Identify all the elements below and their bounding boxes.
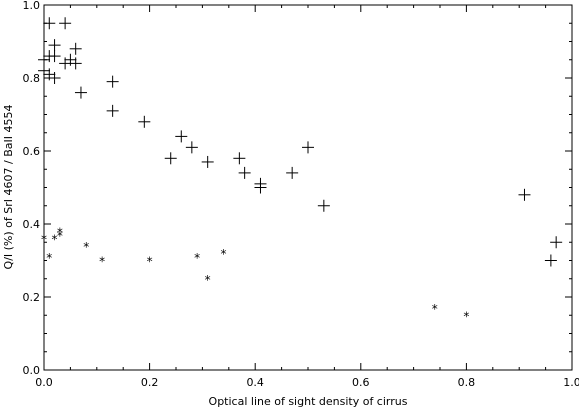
plus-marker-point <box>317 199 330 212</box>
plus-marker-point <box>48 39 61 52</box>
x-tick-label: 0.8 <box>458 376 476 389</box>
asterisk-marker-point: * <box>432 302 438 316</box>
plus-marker-point <box>238 166 251 179</box>
y-axis-label: Q/I (%) of SrI 4607 / BaII 4554 <box>2 105 15 270</box>
asterisk-marker-point: * <box>52 233 58 247</box>
asterisk-marker-point: * <box>57 229 63 243</box>
plus-marker-point <box>138 115 151 128</box>
x-tick-label: 1.0 <box>563 376 579 389</box>
plus-marker-point <box>164 152 177 165</box>
plus-marker-point <box>38 53 50 66</box>
x-tick-label: 0.4 <box>246 376 264 389</box>
x-tick-label: 0.6 <box>352 376 370 389</box>
asterisk-marker-point: * <box>41 233 47 247</box>
asterisk-marker-point: * <box>463 309 469 323</box>
y-tick-label: 0.6 <box>23 145 41 158</box>
plus-marker-point <box>48 72 61 84</box>
plus-marker-point <box>286 166 299 179</box>
plus-marker-point <box>64 53 77 66</box>
plus-marker-point <box>185 141 198 154</box>
plus-marker-point <box>59 57 72 70</box>
y-tick-label: 0.4 <box>23 218 41 231</box>
asterisk-marker-point: * <box>194 251 200 265</box>
plus-marker-point <box>69 57 82 70</box>
asterisk-marker-point: * <box>221 247 227 261</box>
y-axis-tick-labels: 0.0 0.2 0.4 0.6 0.8 1.0 <box>23 0 41 377</box>
plus-marker-point <box>69 42 82 55</box>
plus-marker-point <box>43 68 56 81</box>
data-points: * ****** * * **** <box>38 17 563 323</box>
plot-frame <box>43 4 573 371</box>
asterisk-marker-point: * <box>147 255 153 269</box>
plus-marker-point <box>544 254 557 267</box>
plus-marker-point <box>48 50 61 63</box>
x-axis-label: Optical line of sight density of cirrus <box>209 395 408 408</box>
x-axis-tick-labels: 0.0 0.2 0.4 0.6 0.8 1.0 <box>35 376 579 389</box>
plus-marker-point <box>518 188 531 201</box>
asterisk-marker-point: * <box>83 240 89 254</box>
asterisk-marker-point: * <box>205 273 211 287</box>
plus-marker-point <box>106 104 119 117</box>
plus-marker-point <box>233 152 246 165</box>
plus-marker-point <box>302 141 314 154</box>
plus-marker-point <box>201 155 214 168</box>
plus-marker-point <box>254 181 267 194</box>
plus-marker-point <box>175 130 188 143</box>
plus-marker-point <box>106 75 119 88</box>
plus-marker-point <box>59 17 72 30</box>
plus-marker-point <box>43 17 56 30</box>
y-axis-ticks <box>44 4 572 371</box>
y-tick-label: 0.2 <box>23 291 41 304</box>
x-axis-ticks <box>43 5 573 370</box>
x-tick-label: 0.2 <box>141 376 159 389</box>
plus-marker-point <box>550 236 563 249</box>
x-tick-label: 0.0 <box>35 376 53 389</box>
asterisk-marker-point: * <box>99 255 105 269</box>
asterisk-marker-point: * <box>57 225 63 239</box>
plus-marker-point <box>74 86 87 99</box>
y-tick-label: 0.0 <box>23 364 41 377</box>
y-tick-label: 0.8 <box>23 72 41 85</box>
asterisk-marker-point: * <box>46 251 52 265</box>
y-tick-label: 1.0 <box>23 0 41 12</box>
